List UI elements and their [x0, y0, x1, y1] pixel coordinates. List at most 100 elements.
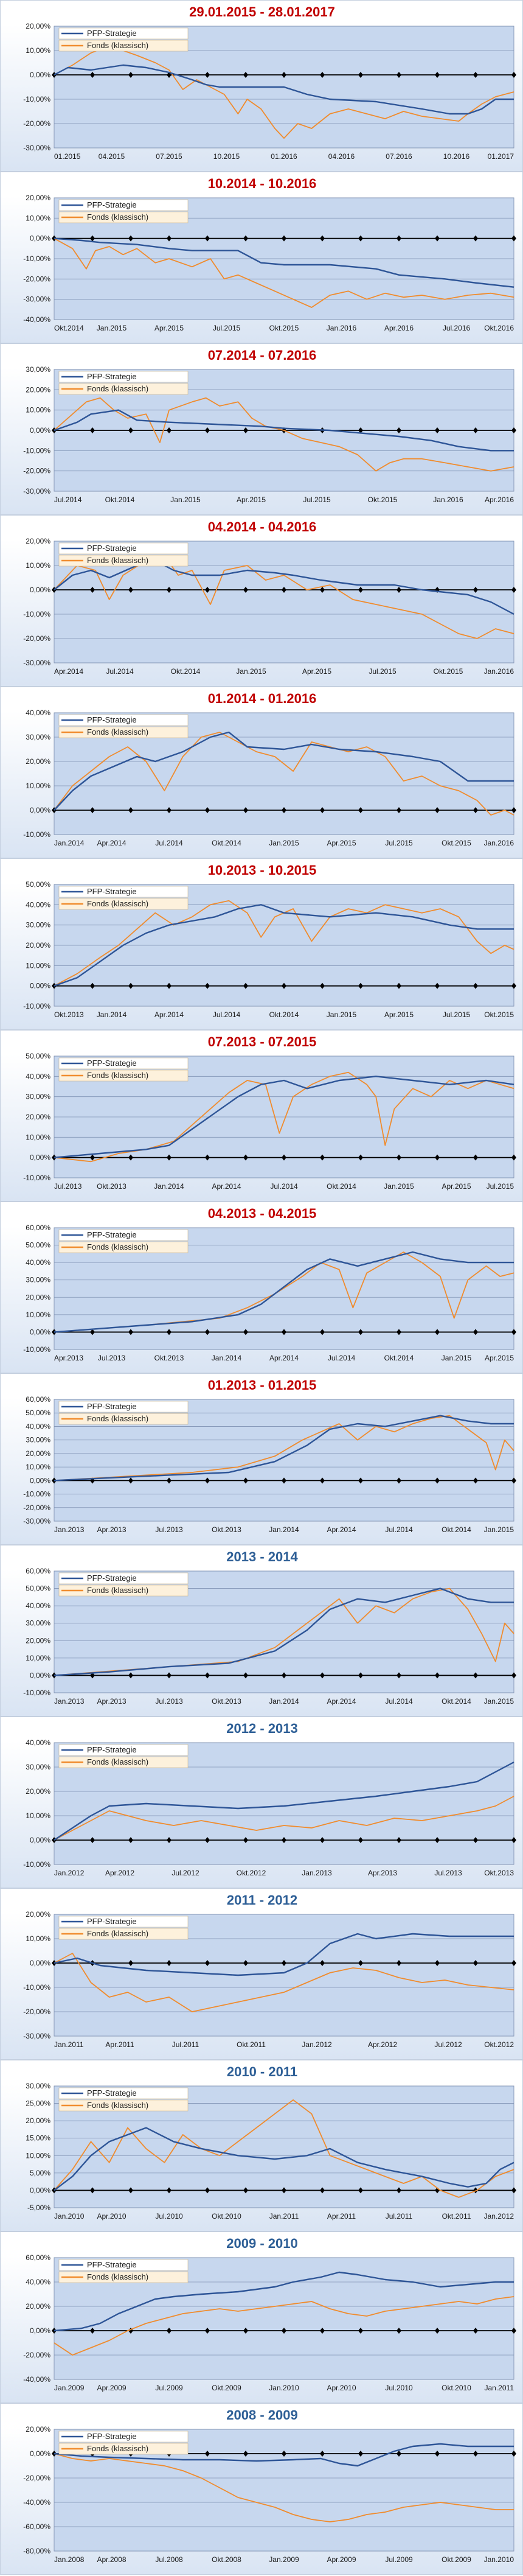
legend: PFP-Strategie Fonds (klassisch): [58, 1229, 189, 1253]
zero-line-marker: [473, 807, 478, 813]
y-tick-label: 0,00%: [30, 1671, 50, 1679]
zero-line-marker: [243, 427, 248, 433]
zero-line-marker: [511, 2328, 516, 2334]
y-tick-label: -30,00%: [23, 1517, 50, 1525]
legend-label: Fonds (klassisch): [87, 2272, 148, 2281]
line-chart: 30,00% 25,00% 20,00% 15,00% 10,00% 5,00% 0,00%…: [26, 2082, 516, 2221]
zero-line-marker: [435, 1477, 440, 1484]
y-tick-label: 40,00%: [26, 1601, 50, 1610]
zero-line-marker: [511, 1837, 516, 1843]
y-tick-label: 10,00%: [26, 1463, 50, 1471]
x-tick-label: Apr.2013: [368, 1869, 397, 1877]
x-tick-label: Jul.2010: [385, 2384, 413, 2392]
y-tick-label: -30,00%: [23, 295, 50, 304]
y-tick-label: 40,00%: [26, 1258, 50, 1267]
zero-line-marker: [397, 1154, 401, 1161]
legend-box: [58, 898, 189, 910]
zero-line-marker: [205, 587, 210, 593]
y-tick-label: 40,00%: [26, 1739, 50, 1747]
legend-label: Fonds (klassisch): [87, 384, 148, 393]
zero-line-marker: [128, 72, 133, 78]
legend-label: Fonds (klassisch): [87, 2101, 148, 2110]
y-tick-label: -60,00%: [23, 2522, 50, 2531]
y-tick-label: -20,00%: [23, 275, 50, 283]
y-tick-label: 0,00%: [30, 71, 50, 79]
series-line-pfp-strategie: [54, 559, 514, 615]
y-tick-label: 0,00%: [30, 586, 50, 594]
x-tick-label: Jul.2014: [213, 1010, 241, 1019]
line-chart: 60,00% 50,00% 40,00% 30,00% 20,00% 10,00% 0,00…: [23, 1224, 516, 1362]
legend-box: [58, 886, 189, 898]
legend-label: PFP-Strategie: [87, 1917, 137, 1926]
x-tick-label: Okt.2015: [484, 1010, 514, 1019]
zero-line-marker: [473, 1672, 478, 1679]
line-chart: 40,00% 30,00% 20,00% 10,00% 0,00% -10,00% Jan.…: [23, 709, 516, 847]
y-tick-label: 20,00%: [26, 385, 50, 394]
chart-panel: 2012 - 2013 40,00% 30,00% 20,00% 10,00% 0,00%…: [0, 1717, 523, 1888]
y-tick-label: 15,00%: [26, 2134, 50, 2143]
x-tick-label: Jul.2013: [98, 1354, 126, 1362]
series-line-pfp-strategie: [54, 1251, 514, 1333]
zero-line-marker: [320, 1837, 325, 1843]
legend-box: [58, 1928, 189, 1940]
legend-label: Fonds (klassisch): [87, 2444, 148, 2453]
legend-box: [58, 726, 189, 738]
x-tick-label: Apr.2014: [154, 1010, 184, 1019]
y-tick-label: -20,00%: [23, 119, 50, 128]
y-tick-label: 20,00%: [26, 2116, 50, 2125]
zero-line-marker: [282, 1154, 286, 1161]
x-tick-label: Jan.2010: [484, 2555, 514, 2564]
zero-line-marker: [167, 427, 171, 433]
y-tick-label: 60,00%: [26, 1396, 50, 1404]
chart-title: 2010 - 2011: [226, 2064, 298, 2079]
series-line-fonds-klassisch: [54, 2296, 514, 2356]
x-tick-label: Jul.2012: [434, 2040, 462, 2049]
x-tick-label: Okt.2014: [442, 1525, 471, 1534]
zero-line-marker: [282, 982, 286, 989]
x-tick-label: Jan.2015: [484, 1697, 514, 1706]
x-tick-label: Apr.2010: [327, 2384, 356, 2392]
series-line-pfp-strategie: [54, 409, 514, 452]
y-tick-label: 10,00%: [26, 561, 50, 570]
x-tick-label: Okt.2012: [484, 2040, 514, 2049]
zero-line-marker: [167, 807, 171, 813]
x-tick-label: Jul.2014: [270, 1182, 298, 1191]
zero-line-marker: [205, 1154, 210, 1161]
zero-line-marker: [473, 427, 478, 433]
zero-line-marker: [52, 1477, 57, 1484]
chart-title: 2009 - 2010: [226, 2236, 298, 2251]
zero-line-marker: [52, 1329, 57, 1335]
legend-label: Fonds (klassisch): [87, 41, 148, 50]
zero-line-marker: [358, 807, 363, 813]
y-tick-label: 50,00%: [26, 881, 50, 889]
zero-line-marker: [282, 72, 286, 78]
y-tick-label: 40,00%: [26, 900, 50, 909]
zero-line-marker: [205, 1672, 210, 1679]
y-tick-label: 0,00%: [30, 1153, 50, 1162]
chart-title: 07.2013 - 07.2015: [207, 1034, 317, 1049]
x-tick-label: Okt.2014: [442, 1697, 471, 1706]
legend-label: PFP-Strategie: [87, 887, 137, 896]
y-tick-label: 0,00%: [30, 1836, 50, 1844]
zero-line-marker: [435, 72, 440, 78]
y-tick-label: 30,00%: [26, 1276, 50, 1284]
y-tick-label: 0,00%: [30, 426, 50, 435]
x-tick-label: Apr.2013: [54, 1354, 83, 1362]
x-tick-label: Apr.2009: [97, 2384, 126, 2392]
zero-line-marker: [358, 1477, 363, 1484]
chart-panel: 04.2013 - 04.2015 60,00% 50,00% 40,00% 30,00…: [0, 1202, 523, 1373]
x-tick-label: Okt.2011: [237, 2040, 266, 2049]
zero-line-marker: [397, 1329, 401, 1335]
y-tick-label: 20,00%: [26, 941, 50, 950]
zero-line-marker: [243, 72, 248, 78]
x-tick-label: Jul.2008: [155, 2555, 183, 2564]
zero-line-marker: [205, 2328, 210, 2334]
zero-line-marker: [473, 1329, 478, 1335]
series-line-pfp-strategie: [54, 64, 514, 115]
zero-line-marker: [320, 1329, 325, 1335]
series-line-fonds-klassisch: [54, 1415, 514, 1482]
zero-line-marker: [473, 1154, 478, 1161]
zero-line-marker: [205, 2187, 210, 2194]
x-tick-label: Okt.2010: [442, 2384, 471, 2392]
x-tick-label: Jan.2014: [269, 1525, 299, 1534]
